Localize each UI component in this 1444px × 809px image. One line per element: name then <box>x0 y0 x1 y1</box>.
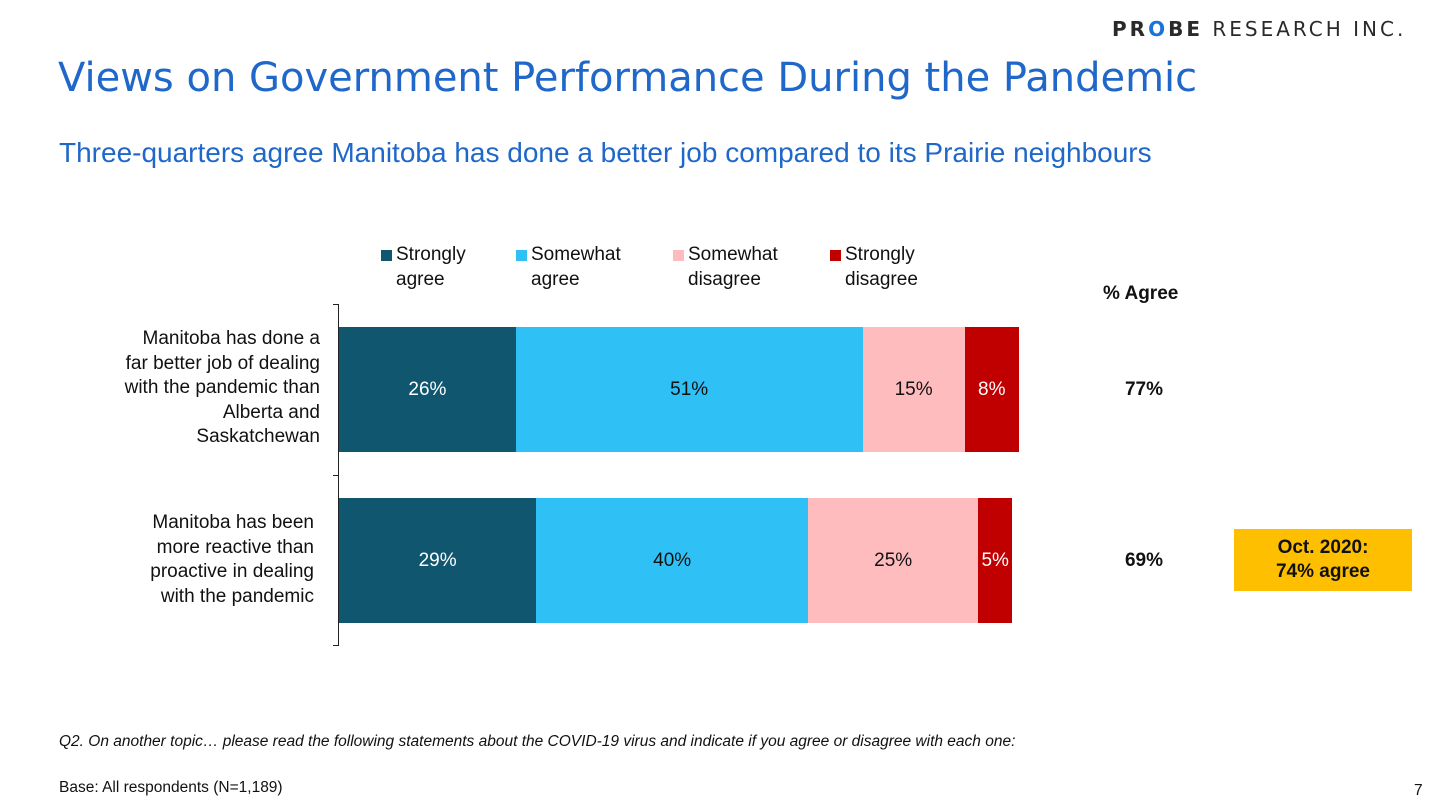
legend-label: Strongly disagree <box>845 244 918 290</box>
legend-swatch <box>673 250 684 261</box>
data-label: 25% <box>874 549 913 571</box>
base-footnote: Base: All respondents (N=1,189) <box>59 779 283 796</box>
legend-item: Somewhat agree <box>516 242 641 292</box>
data-label: 29% <box>418 549 457 571</box>
page-subtitle: Three-quarters agree Manitoba has done a… <box>59 137 1152 168</box>
pct-agree-header: % Agree <box>1103 283 1179 304</box>
question-footnote: Q2. On another topic… please read the fo… <box>59 733 1016 750</box>
legend-item: Somewhat disagree <box>673 242 798 292</box>
data-label: 15% <box>894 378 933 400</box>
bar-segment: 40% <box>536 498 809 623</box>
legend-item: Strongly disagree <box>830 242 955 292</box>
legend-swatch <box>381 250 392 261</box>
bar-segment: 51% <box>515 327 863 452</box>
data-label: 51% <box>670 378 709 400</box>
legend-label: Somewhat disagree <box>688 244 778 290</box>
data-label: 26% <box>408 378 447 400</box>
category-label: Manitoba has done a far better job of de… <box>124 328 320 447</box>
pct-agree-value: 77% <box>1124 378 1164 400</box>
data-label: 8% <box>978 378 1006 400</box>
axis-tick <box>333 475 339 476</box>
bar-segment: 29% <box>339 498 537 623</box>
legend-swatch <box>830 250 841 261</box>
pct-agree-value: 69% <box>1124 549 1164 571</box>
page-title: Views on Government Performance During t… <box>58 55 1198 101</box>
axis-tick <box>333 645 339 646</box>
bar-segment: 25% <box>808 498 979 623</box>
legend-label: Somewhat agree <box>531 244 621 290</box>
oct-2020-callout: Oct. 2020: 74% agree <box>1234 529 1412 591</box>
bar-segment: 26% <box>339 327 516 452</box>
bar-segment: 5% <box>978 498 1013 623</box>
legend-item: Strongly agree <box>381 242 506 292</box>
probe-research-logo: PROBE RESEARCH INC. <box>1112 17 1407 41</box>
bar-segment: 15% <box>862 327 965 452</box>
data-label: 40% <box>653 549 692 571</box>
page-number: 7 <box>1414 782 1423 799</box>
legend-swatch <box>516 250 527 261</box>
legend-label: Strongly agree <box>396 244 466 290</box>
bar-segment: 8% <box>964 327 1019 452</box>
axis-tick <box>333 304 339 305</box>
category-label: Manitoba has been more reactive than pro… <box>150 512 314 607</box>
data-label: 5% <box>981 549 1009 571</box>
